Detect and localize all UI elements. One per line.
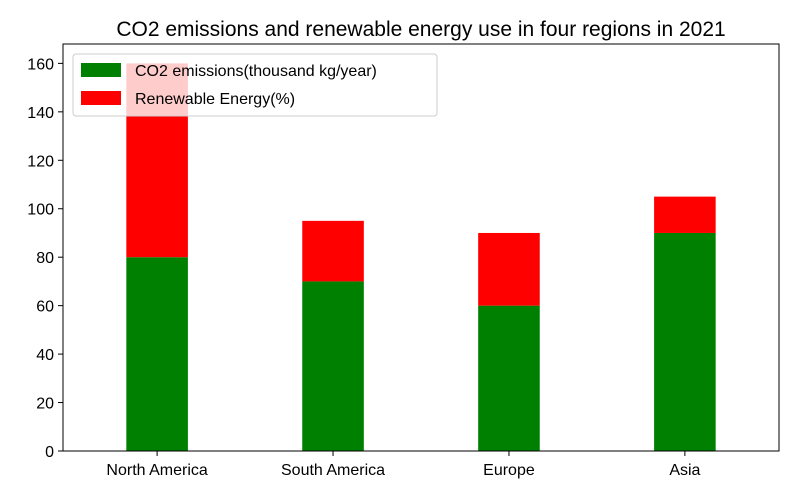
plot-frame [62,43,780,452]
bar-south-america-series-1 [302,220,364,282]
x-tick-label-south-america: South America [281,462,385,479]
x-tick-label-europe: Europe [483,462,535,479]
legend: CO2 emissions(thousand kg/year) Renewabl… [72,53,438,117]
chart-title: CO2 emissions and renewable energy use i… [116,18,725,41]
y-tick-label-20: 20 [36,396,54,413]
y-tick-label-160: 160 [27,56,54,73]
bar-europe-series-0 [478,305,540,451]
y-tick-label-140: 140 [27,105,54,122]
bar-south-america-series-0 [302,281,364,451]
y-axis: 0 20 40 60 80 100 120 140 160 [27,56,63,461]
x-tick-label-asia: Asia [669,462,700,479]
bar-europe-series-1 [478,232,540,306]
y-tick-label-60: 60 [36,299,54,316]
x-tick-label-north-america: North America [106,462,207,479]
y-tick-label-100: 100 [27,202,54,219]
bar-asia-series-1 [654,196,716,233]
legend-swatch-renewable [81,91,121,105]
y-tick-label-80: 80 [36,250,54,267]
x-axis: North America South America Europe Asia [106,451,701,479]
legend-label-renewable: Renewable Energy(%) [135,91,295,108]
bars-group [126,63,716,451]
bar-north-america-series-0 [126,257,188,451]
y-tick-label-120: 120 [27,153,54,170]
legend-label-co2: CO2 emissions(thousand kg/year) [135,63,377,80]
bar-asia-series-0 [654,232,716,451]
y-tick-label-0: 0 [45,444,54,461]
y-tick-label-40: 40 [36,347,54,364]
legend-box [72,53,438,117]
legend-swatch-co2 [81,63,121,77]
